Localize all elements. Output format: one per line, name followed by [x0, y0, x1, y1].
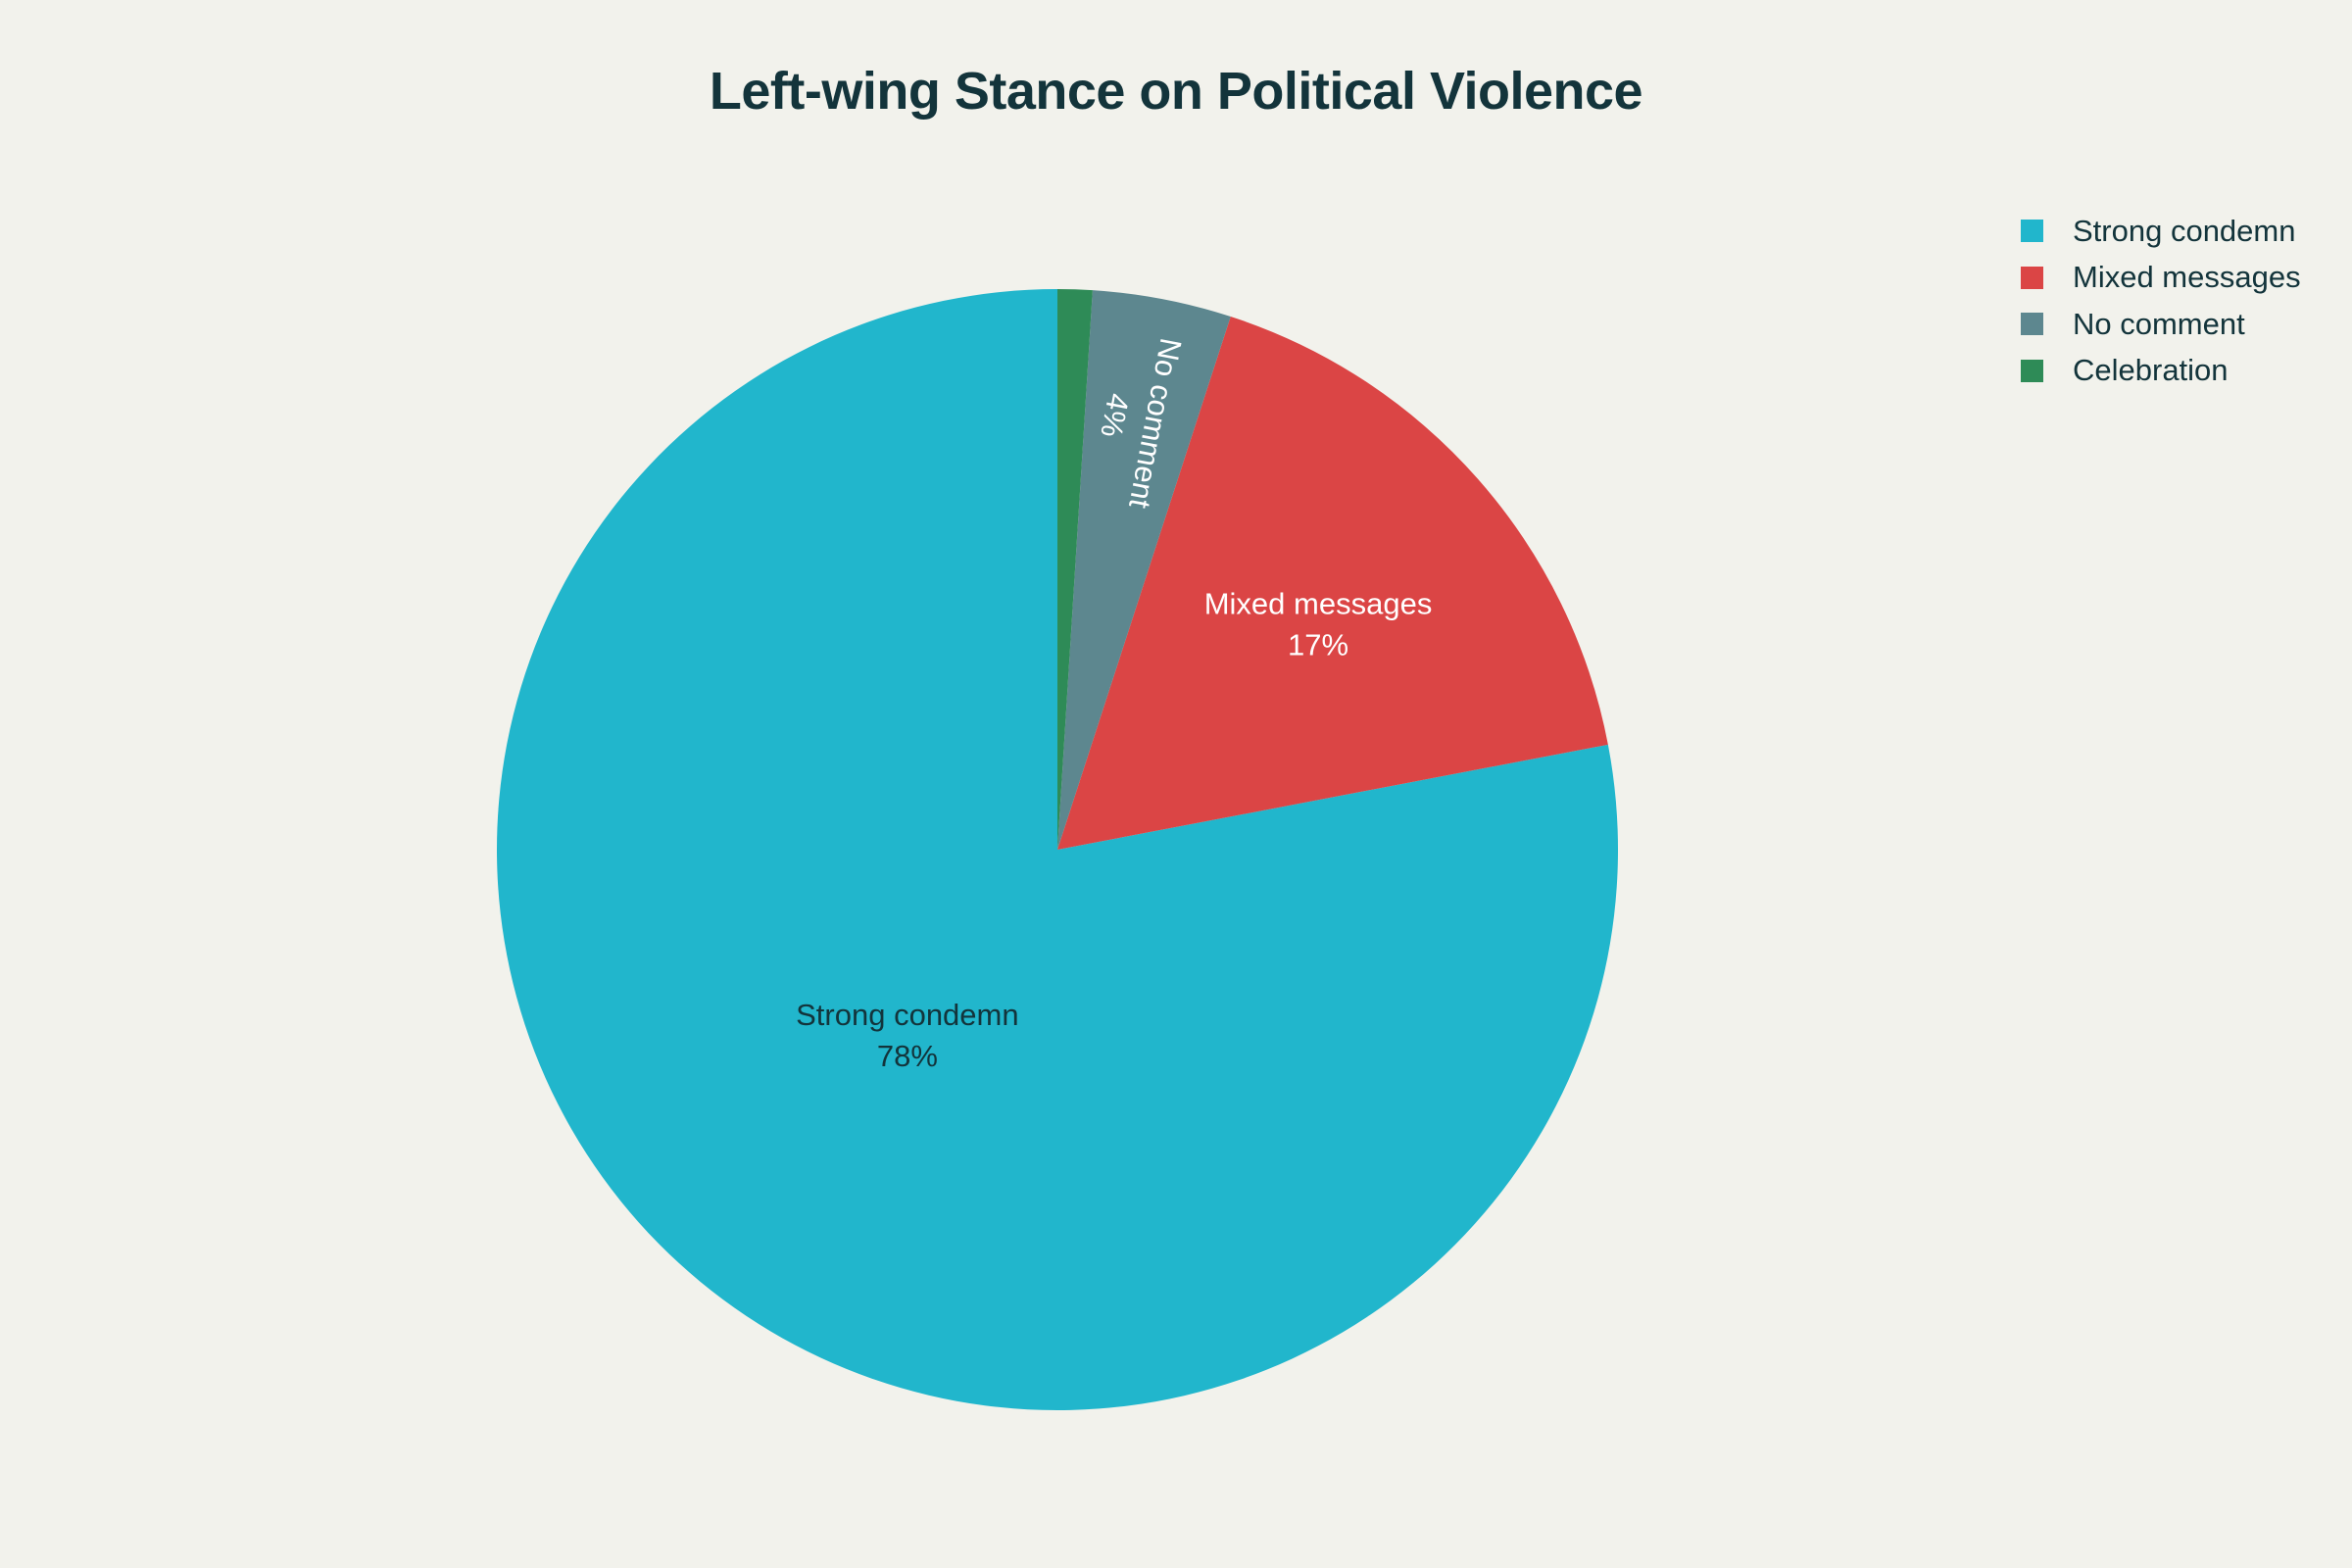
legend-label: Mixed messages — [2073, 260, 2301, 295]
slice-label-group: Strong condemn 78% — [796, 998, 1018, 1073]
legend-swatch — [2021, 266, 2043, 289]
legend-label: Celebration — [2073, 353, 2229, 388]
legend-label: Strong condemn — [2073, 213, 2296, 248]
legend-label: No comment — [2073, 306, 2245, 341]
legend-swatch — [2021, 220, 2043, 243]
pie-slice-strong-condemn[interactable] — [497, 289, 1618, 1411]
slice-label-name: Strong condemn — [796, 998, 1018, 1032]
chart-title: Left-wing Stance on Political Violence — [709, 62, 1643, 121]
legend-item-strong-condemn[interactable]: Strong condemn — [2021, 208, 2301, 255]
legend-swatch — [2021, 359, 2043, 382]
legend-swatch — [2021, 313, 2043, 336]
legend-item-celebration[interactable]: Celebration — [2021, 348, 2301, 395]
slice-label-percent: 17% — [1288, 627, 1348, 662]
slice-label-percent: 78% — [877, 1039, 938, 1073]
pie-slice-no-comment[interactable] — [1057, 290, 1231, 850]
slice-label-group: Mixed messages 17% — [1204, 586, 1433, 662]
pie-slice-mixed-messages[interactable] — [1057, 316, 1608, 850]
legend-item-mixed-messages[interactable]: Mixed messages — [2021, 255, 2301, 302]
slice-label-name: Mixed messages — [1204, 586, 1433, 620]
legend: Strong condemn Mixed messages No comment… — [2021, 208, 2301, 394]
pie-slice-celebration[interactable] — [1057, 289, 1093, 850]
slice-label-percent: 4% — [1094, 391, 1136, 441]
legend-item-no-comment[interactable]: No comment — [2021, 301, 2301, 348]
